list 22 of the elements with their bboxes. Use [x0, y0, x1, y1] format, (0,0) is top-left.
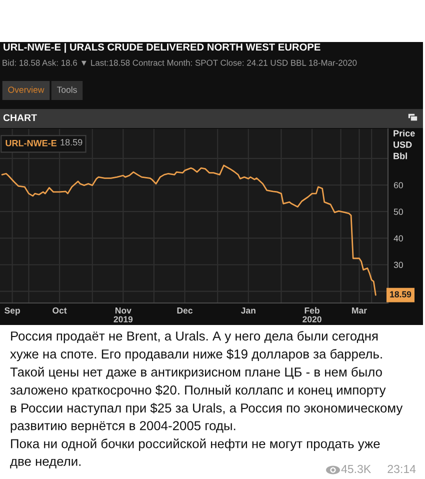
x-tick-label: Jan	[240, 307, 256, 314]
text: Overview	[8, 86, 44, 93]
y-tick-label: 40	[394, 235, 403, 242]
x-tick-label: Oct	[52, 307, 67, 314]
x-tick-label: Feb 2020	[302, 307, 322, 322]
annotation: 18.59	[60, 139, 82, 146]
y-axis-title: Price USD Bbl	[394, 130, 415, 160]
text: 23:14	[388, 464, 416, 474]
chart-title: URL-NWE-E | URALS CRUDE DELIVERED NORTH WEST EUROPE	[4, 43, 320, 53]
x-tick-label: Nov 2019	[114, 307, 133, 322]
text: URL-NWE-E	[6, 140, 57, 146]
y-tick-label: 60	[394, 182, 403, 188]
text: CHART	[3, 114, 37, 122]
y-tick-label: 30	[394, 262, 403, 268]
chart-subtitle: Bid: 18.58 Ask: 18.6 ▼ Last:18.58 Contract Month: SPOT Close: 24.21 USD BBL 18-Mar-2020	[2, 60, 357, 66]
x-tick-label: Sep	[4, 307, 20, 316]
text: Tools	[56, 86, 77, 93]
x-tick-label: Dec	[177, 307, 193, 314]
line-series	[1, 164, 376, 296]
data-label: 18.59	[390, 291, 412, 298]
y-tick-label: 50	[394, 208, 403, 215]
x-tick-label: Mar	[352, 307, 367, 314]
